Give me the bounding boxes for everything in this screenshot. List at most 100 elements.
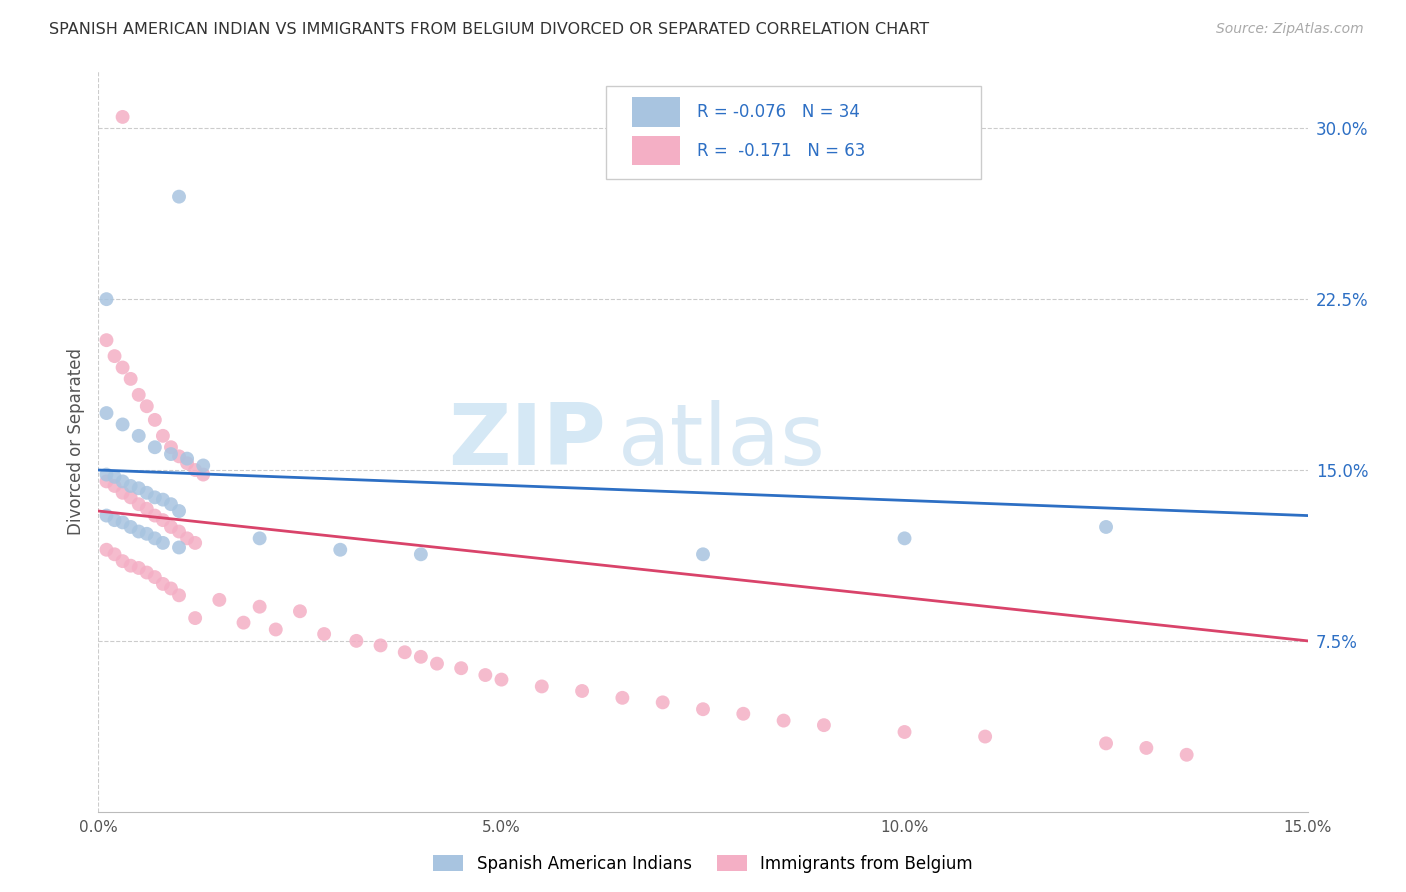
Point xyxy=(120,491,142,505)
Point xyxy=(103,479,125,493)
Point xyxy=(167,524,190,539)
Point xyxy=(184,611,207,625)
Point xyxy=(184,463,207,477)
Point xyxy=(394,645,416,659)
Point xyxy=(135,526,157,541)
Text: R =  -0.171   N = 63: R = -0.171 N = 63 xyxy=(697,142,865,160)
Point xyxy=(111,417,134,432)
Point xyxy=(491,673,513,687)
Point xyxy=(103,470,125,484)
Point xyxy=(176,451,198,466)
Point xyxy=(152,536,174,550)
Point xyxy=(120,372,142,386)
Point xyxy=(160,497,183,511)
Text: ZIP: ZIP xyxy=(449,400,606,483)
Point xyxy=(111,516,134,530)
Point xyxy=(103,513,125,527)
Point xyxy=(893,532,915,546)
Text: atlas: atlas xyxy=(619,400,827,483)
Point xyxy=(111,475,134,489)
Point xyxy=(152,513,174,527)
Point xyxy=(167,189,190,203)
Point xyxy=(176,532,198,546)
Point xyxy=(103,349,125,363)
Point xyxy=(344,633,367,648)
Point xyxy=(96,542,118,557)
Point xyxy=(111,360,134,375)
Point xyxy=(184,536,207,550)
Point xyxy=(96,467,118,482)
Point xyxy=(111,554,134,568)
Point xyxy=(249,599,271,614)
Point xyxy=(96,406,118,420)
Point xyxy=(96,475,118,489)
Point xyxy=(120,558,142,573)
Point xyxy=(167,450,190,464)
Point xyxy=(232,615,254,630)
FancyBboxPatch shape xyxy=(631,97,681,127)
Point xyxy=(167,541,190,555)
Point xyxy=(288,604,311,618)
Point xyxy=(409,649,432,664)
Point xyxy=(208,592,231,607)
Point xyxy=(128,388,150,402)
Point xyxy=(329,542,352,557)
Point xyxy=(193,467,215,482)
Point xyxy=(111,110,134,124)
Point xyxy=(128,497,150,511)
Point xyxy=(135,485,157,500)
Point xyxy=(974,730,997,744)
Point xyxy=(120,479,142,493)
Point xyxy=(103,547,125,561)
Point xyxy=(135,399,157,413)
Point xyxy=(96,333,118,347)
Point xyxy=(571,684,593,698)
Point xyxy=(264,623,287,637)
Point xyxy=(152,577,174,591)
Point xyxy=(128,524,150,539)
Point xyxy=(772,714,794,728)
Text: Source: ZipAtlas.com: Source: ZipAtlas.com xyxy=(1216,22,1364,37)
Point xyxy=(143,440,166,454)
Point xyxy=(135,566,157,580)
Point xyxy=(370,639,392,653)
Point xyxy=(96,292,118,306)
Point xyxy=(135,501,157,516)
Point xyxy=(409,547,432,561)
Point xyxy=(160,582,183,596)
Point xyxy=(96,508,118,523)
Point xyxy=(143,491,166,505)
Point xyxy=(152,429,174,443)
Point xyxy=(1135,740,1157,755)
Point xyxy=(167,504,190,518)
FancyBboxPatch shape xyxy=(606,87,981,178)
Point xyxy=(733,706,755,721)
Point xyxy=(893,725,915,739)
Point xyxy=(143,532,166,546)
Point xyxy=(193,458,215,473)
Legend: Spanish American Indians, Immigrants from Belgium: Spanish American Indians, Immigrants fro… xyxy=(426,848,980,880)
Point xyxy=(314,627,336,641)
Point xyxy=(152,492,174,507)
Point xyxy=(1095,520,1118,534)
FancyBboxPatch shape xyxy=(631,136,681,165)
Point xyxy=(692,547,714,561)
Point xyxy=(128,481,150,495)
Point xyxy=(128,429,150,443)
Point xyxy=(474,668,496,682)
Point xyxy=(120,520,142,534)
Text: R = -0.076   N = 34: R = -0.076 N = 34 xyxy=(697,103,860,121)
Point xyxy=(1095,736,1118,750)
Point xyxy=(128,561,150,575)
Point xyxy=(450,661,472,675)
Point xyxy=(530,680,553,694)
Text: SPANISH AMERICAN INDIAN VS IMMIGRANTS FROM BELGIUM DIVORCED OR SEPARATED CORRELA: SPANISH AMERICAN INDIAN VS IMMIGRANTS FR… xyxy=(49,22,929,37)
Point xyxy=(111,485,134,500)
Point xyxy=(651,695,673,709)
Point xyxy=(160,447,183,461)
Point xyxy=(176,456,198,470)
Point xyxy=(426,657,449,671)
Point xyxy=(167,588,190,602)
Point xyxy=(813,718,835,732)
Y-axis label: Divorced or Separated: Divorced or Separated xyxy=(66,348,84,535)
